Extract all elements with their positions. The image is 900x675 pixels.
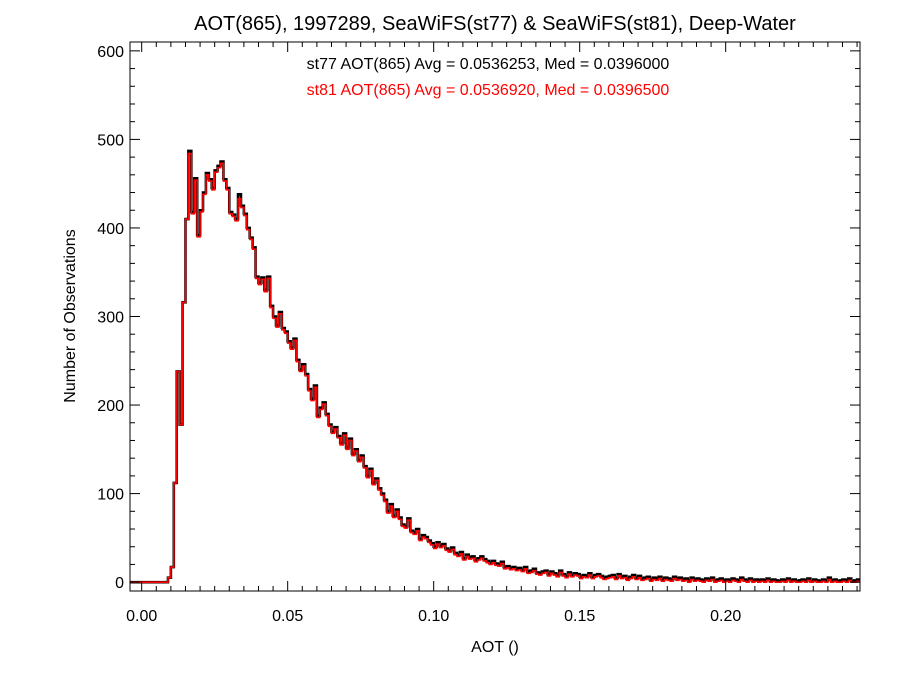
x-tick-label: 0.05 — [272, 608, 303, 625]
y-tick-label: 400 — [97, 221, 124, 238]
y-tick-label: 300 — [97, 310, 124, 327]
histogram-series-st77 — [130, 149, 860, 584]
axis-ticks: 0.00 0.05 0.10 0.15 0.20 0 100 200 300 400 500 600 — [97, 42, 860, 625]
y-tick-label: 500 — [97, 132, 124, 149]
y-tick-label: 200 — [97, 398, 124, 415]
y-axis-label: Number of Observations — [62, 229, 79, 402]
x-tick-label: 0.10 — [418, 608, 449, 625]
x-tick-label: 0.20 — [710, 608, 741, 625]
x-tick-label: 0.15 — [564, 608, 595, 625]
y-tick-label: 600 — [97, 44, 124, 61]
histogram-series-st81 — [130, 152, 860, 583]
x-tick-label: 0.00 — [126, 608, 157, 625]
legend-st81-stats: st81 AOT(865) Avg = 0.0536920, Med = 0.0… — [307, 82, 670, 99]
chart-title: AOT(865), 1997289, SeaWiFS(st77) & SeaWi… — [194, 13, 796, 35]
y-tick-label: 0 — [115, 575, 124, 592]
plot-frame — [129, 41, 861, 592]
x-axis-label: AOT () — [471, 639, 519, 656]
legend-st77-stats: st77 AOT(865) Avg = 0.0536253, Med = 0.0… — [307, 56, 670, 73]
y-tick-label: 100 — [97, 487, 124, 504]
